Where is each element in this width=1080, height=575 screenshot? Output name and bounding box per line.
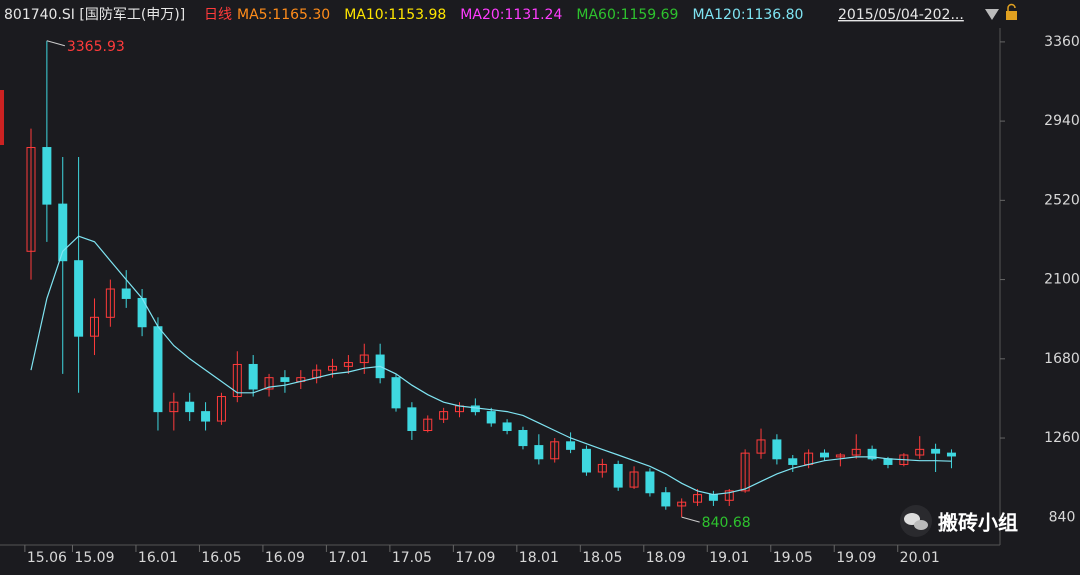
legend-entry: MA10:1153.98 bbox=[344, 7, 446, 23]
lock-icon[interactable] bbox=[1006, 11, 1017, 20]
candle-body bbox=[661, 492, 671, 507]
x-tick-label: 18.05 bbox=[582, 550, 622, 566]
candle-body bbox=[105, 288, 115, 318]
x-tick-label: 17.01 bbox=[328, 550, 368, 566]
annotation-leader bbox=[46, 40, 66, 47]
candle-body bbox=[788, 458, 798, 465]
x-tick-label: 16.09 bbox=[265, 550, 305, 566]
candle-body bbox=[232, 363, 242, 398]
x-tick-label: 19.09 bbox=[836, 550, 876, 566]
candle-body bbox=[645, 471, 655, 494]
candle-body bbox=[566, 441, 576, 450]
x-tick-label: 17.09 bbox=[455, 550, 495, 566]
annotation-leader bbox=[681, 516, 700, 523]
candle-body bbox=[708, 494, 718, 501]
legend-entry: MA60:1159.69 bbox=[576, 7, 678, 23]
watermark: 搬砖小组 bbox=[938, 511, 1018, 535]
candle-body bbox=[534, 445, 544, 460]
candle-body bbox=[740, 452, 750, 492]
candle-body bbox=[597, 463, 607, 473]
candle-body bbox=[946, 452, 956, 457]
x-tick-label: 19.05 bbox=[773, 550, 813, 566]
watermark-bubble bbox=[914, 520, 928, 530]
dropdown-icon[interactable] bbox=[985, 9, 999, 20]
y-tick-label: 1260 bbox=[1044, 430, 1080, 446]
candle-body bbox=[407, 407, 417, 431]
x-tick-label: 20.01 bbox=[900, 550, 940, 566]
candle-body bbox=[550, 441, 560, 460]
candle-body bbox=[89, 316, 99, 337]
legend-entry: MA120:1136.80 bbox=[692, 7, 803, 23]
candle-body bbox=[629, 471, 639, 488]
candle-body bbox=[26, 147, 36, 252]
legend-entry: MA5:1165.30 bbox=[237, 7, 330, 23]
candle-body bbox=[248, 363, 258, 390]
x-tick-label: 18.01 bbox=[519, 550, 559, 566]
candle-body bbox=[518, 429, 528, 447]
candle-body bbox=[851, 448, 861, 456]
x-tick-label: 16.01 bbox=[138, 550, 178, 566]
candle-body bbox=[931, 448, 941, 454]
candle-body bbox=[185, 401, 195, 413]
candle-body bbox=[328, 365, 338, 371]
candle-body bbox=[169, 401, 179, 413]
x-tick-label: 15.09 bbox=[74, 550, 114, 566]
candle-body bbox=[359, 354, 369, 364]
candle-body bbox=[835, 454, 845, 458]
lock-shackle bbox=[1007, 3, 1016, 11]
annotation: 3365.93 bbox=[67, 39, 125, 55]
x-tick-label: 17.05 bbox=[392, 550, 432, 566]
candle-body bbox=[42, 147, 52, 205]
candle-body bbox=[581, 448, 591, 473]
x-tick-label: 16.05 bbox=[201, 550, 241, 566]
candle-body bbox=[58, 203, 68, 262]
candle-body bbox=[677, 501, 687, 507]
candle-body bbox=[486, 411, 496, 424]
symbol: 801740.SI [国防军工(申万)] bbox=[4, 7, 185, 23]
y-tick-label: 840 bbox=[1049, 509, 1076, 525]
candle-body bbox=[772, 439, 782, 460]
y-tick-label: 2520 bbox=[1044, 192, 1080, 208]
candle-body bbox=[613, 463, 623, 488]
x-tick-label: 19.01 bbox=[709, 550, 749, 566]
period: 日线 bbox=[204, 7, 232, 23]
y-tick-label: 2940 bbox=[1044, 113, 1080, 129]
candle-body bbox=[343, 362, 353, 367]
candle-body bbox=[391, 377, 401, 409]
candle-body bbox=[201, 411, 211, 422]
candle-body bbox=[820, 452, 829, 458]
ma120-line bbox=[30, 235, 952, 496]
candle-body bbox=[153, 326, 163, 413]
y-tick-label: 2100 bbox=[1044, 272, 1080, 288]
candle-body bbox=[756, 439, 766, 454]
y-tick-label: 3360 bbox=[1044, 34, 1080, 50]
candle-body bbox=[915, 448, 925, 456]
candle-body bbox=[423, 418, 433, 431]
candle-body bbox=[867, 448, 877, 460]
candle-body bbox=[280, 377, 290, 382]
annotation: 840.68 bbox=[702, 515, 751, 531]
candle-body bbox=[883, 458, 893, 465]
legend-entry: MA20:1131.24 bbox=[460, 7, 562, 23]
candle-body bbox=[216, 396, 226, 422]
candle-body bbox=[502, 422, 512, 431]
candle-body bbox=[724, 490, 734, 501]
x-tick-label: 18.09 bbox=[646, 550, 686, 566]
watermark-group: 搬砖小组 bbox=[900, 505, 1018, 537]
date-range[interactable]: 2015/05/04-202... bbox=[838, 7, 964, 23]
candle-body bbox=[693, 494, 703, 503]
candle-body bbox=[439, 411, 449, 420]
y-tick-label: 1680 bbox=[1044, 351, 1080, 367]
x-tick-label: 15.06 bbox=[27, 550, 67, 566]
candle-body bbox=[121, 288, 131, 299]
candle-body bbox=[264, 377, 274, 390]
side-marker bbox=[0, 90, 4, 145]
candle-body bbox=[74, 260, 84, 337]
